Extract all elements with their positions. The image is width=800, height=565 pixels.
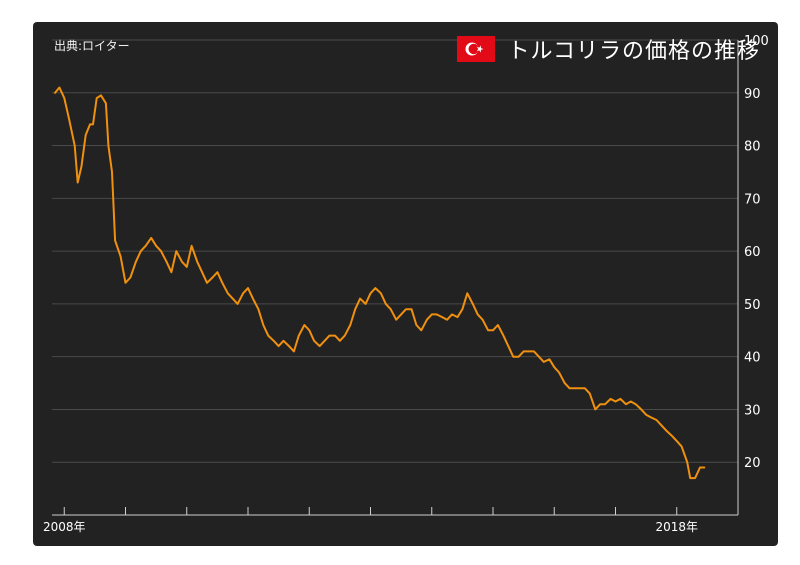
series-layer bbox=[54, 86, 706, 480]
y-tick-label: 60 bbox=[744, 245, 761, 260]
source-label: 出典:ロイター bbox=[54, 39, 130, 53]
chart-header: トルコリラの価格の推移 bbox=[457, 34, 760, 64]
x-tick-label: 2008年 bbox=[43, 520, 86, 534]
turkey-flag-icon bbox=[457, 36, 496, 62]
y-tick-label: 90 bbox=[744, 87, 761, 102]
y-tick-label: 100 bbox=[744, 34, 769, 49]
series-line bbox=[54, 86, 706, 480]
x-tick-label: 2018年 bbox=[655, 520, 698, 534]
y-tick-label: 70 bbox=[744, 192, 761, 207]
chart-title: トルコリラの価格の推移 bbox=[507, 39, 760, 64]
y-tick-label: 30 bbox=[744, 403, 761, 418]
y-tick-label: 40 bbox=[744, 351, 761, 366]
x-axis: 2008年 2018年 bbox=[43, 507, 738, 534]
y-tick-label: 20 bbox=[744, 456, 761, 471]
y-tick-label: 80 bbox=[744, 140, 761, 155]
gridlines bbox=[52, 39, 738, 463]
chart-panel bbox=[33, 22, 778, 546]
y-tick-label: 50 bbox=[744, 298, 761, 313]
y-axis: 20 30 40 50 60 70 80 90 100 bbox=[737, 34, 769, 515]
